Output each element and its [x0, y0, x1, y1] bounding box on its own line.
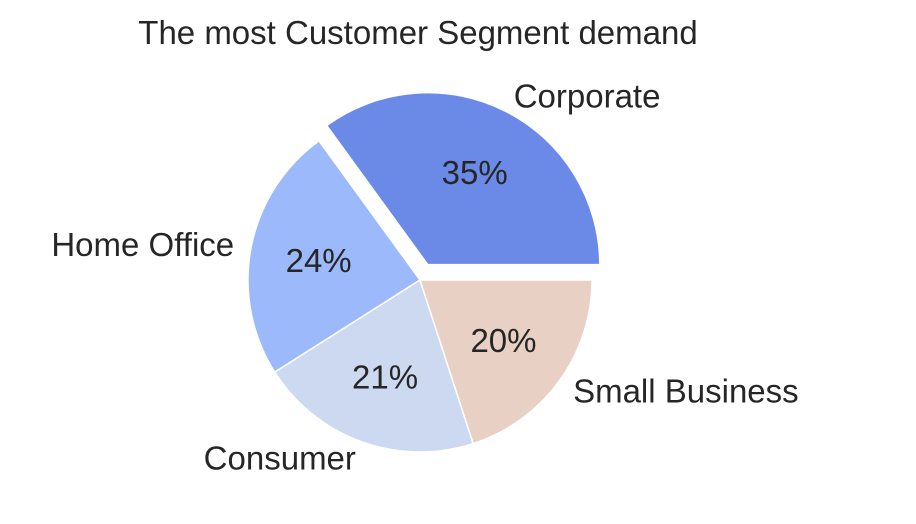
pct-label-home-office: 24% [286, 242, 352, 279]
pct-label-small-business: 20% [470, 322, 536, 359]
chart-title: The most Customer Segment demand [138, 14, 698, 51]
pct-label-consumer: 21% [352, 359, 418, 396]
pie-slices [247, 91, 601, 453]
pct-label-corporate: 35% [442, 154, 508, 191]
slice-label-small-business: Small Business [573, 373, 799, 410]
pie-slice-small-business [418, 279, 593, 445]
pie-slice-home-office [247, 139, 422, 374]
slice-label-consumer: Consumer [204, 440, 356, 477]
slice-label-corporate: Corporate [514, 78, 661, 115]
pie-labels: 35% Corporate 24% Home Office 21% Consumer 20%… [51, 78, 798, 477]
slice-label-home-office: Home Office [51, 226, 234, 263]
pie-slice-consumer [273, 278, 475, 453]
pie-slice-corporate [325, 91, 601, 266]
